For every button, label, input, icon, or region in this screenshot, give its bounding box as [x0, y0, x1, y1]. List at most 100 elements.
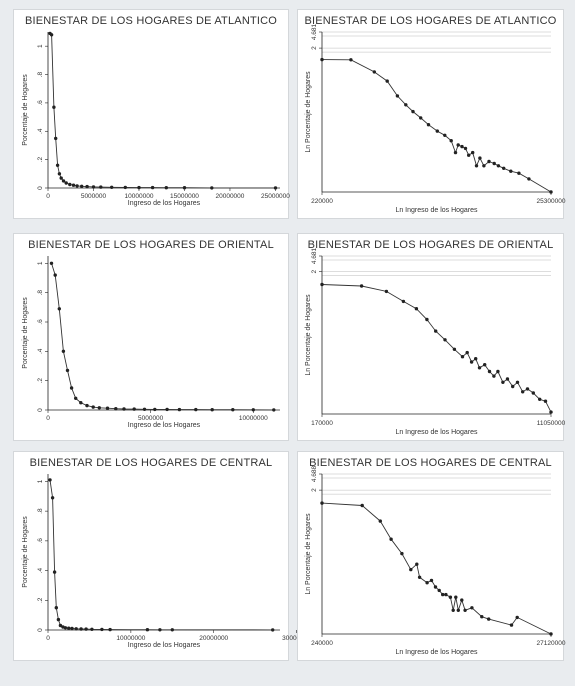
chart-title: BIENESTAR DE LOS HOGARES DE ATLANTICO	[25, 15, 277, 27]
chart-svg: BIENESTAR DE LOS HOGARES DE ORIENTAL 2 4.6…	[305, 239, 566, 436]
data-point	[137, 185, 141, 190]
data-point	[477, 366, 482, 370]
data-point	[359, 284, 364, 288]
data-point	[68, 182, 72, 187]
data-point	[456, 608, 460, 612]
chart-panel-central-linear: BIENESTAR DE LOS HOGARES DE CENTRAL 0 .2 .4…	[13, 451, 311, 661]
data-point	[55, 163, 60, 167]
y-tick-label: .2	[37, 157, 44, 163]
y-tick-label: 1	[37, 44, 44, 48]
y-tick-label: 2	[311, 488, 318, 492]
data-point	[448, 595, 453, 599]
y-tick-label: 0	[37, 628, 44, 632]
x-tick-label: 240000	[311, 640, 333, 647]
data-point	[451, 608, 455, 612]
data-point	[153, 407, 157, 412]
data-point	[54, 606, 58, 610]
data-point	[437, 588, 441, 593]
x-axis-label: Ln Ingreso de los Hogares	[395, 207, 478, 214]
data-point	[400, 551, 404, 556]
data-point	[158, 628, 162, 632]
data-point	[478, 156, 482, 160]
data-point	[453, 150, 458, 155]
data-point	[515, 380, 520, 384]
y-axis-label: Porcentaje de Hogares	[22, 74, 29, 146]
y-tick-label: .6	[37, 319, 44, 325]
data-point	[61, 179, 66, 183]
x-tick-label: 25300000	[537, 198, 566, 205]
data-point	[150, 185, 155, 190]
x-tick-label: 20000000	[215, 193, 244, 200]
series-line	[321, 59, 552, 193]
data-point	[108, 627, 112, 632]
x-tick-label: 15000000	[170, 193, 199, 200]
data-point	[97, 406, 102, 410]
data-point	[496, 369, 500, 374]
data-point	[52, 105, 56, 109]
data-point	[449, 139, 453, 143]
data-point	[471, 150, 475, 155]
data-point	[99, 185, 103, 189]
x-tick-label: 10000000	[239, 415, 268, 422]
data-point	[105, 406, 110, 410]
y-tick-label: .4	[37, 567, 44, 573]
data-point	[53, 273, 57, 277]
data-point	[79, 627, 83, 631]
data-point	[231, 408, 235, 412]
data-point	[465, 350, 469, 355]
chart-svg: BIENESTAR DE LOS HOGARES DE ATLANTICO 0 .2…	[22, 15, 290, 207]
data-point	[415, 562, 419, 566]
chart-panel-oriental-log: BIENESTAR DE LOS HOGARES DE ORIENTAL 2 4.6…	[297, 233, 566, 441]
data-point	[401, 299, 406, 304]
data-point	[487, 617, 491, 621]
data-point	[515, 615, 519, 620]
x-axis-label: Ingreso de los Hogares	[128, 422, 201, 429]
data-point	[65, 368, 70, 373]
chart-panel-atlantico-log: BIENESTAR DE LOS HOGARES DE ATLANTICO 2 4.…	[297, 9, 566, 219]
data-point	[509, 623, 514, 627]
data-point	[414, 307, 419, 311]
x-axis-label: Ln Ingreso de los Hogares	[395, 429, 478, 436]
data-point	[74, 396, 78, 400]
data-point	[90, 627, 94, 631]
data-point	[389, 537, 393, 541]
data-point	[372, 70, 376, 74]
data-point	[64, 181, 68, 185]
data-point	[525, 387, 530, 391]
data-point	[543, 399, 548, 403]
data-point	[492, 374, 496, 378]
y-tick-label: 2	[311, 46, 318, 50]
x-tick-label: 27120000	[537, 640, 566, 647]
data-point	[426, 123, 431, 127]
data-point	[492, 161, 496, 166]
data-point	[177, 407, 182, 412]
data-point	[91, 185, 96, 189]
data-point	[443, 338, 447, 342]
data-point	[210, 408, 214, 412]
data-point	[496, 164, 501, 168]
data-point	[483, 363, 487, 367]
data-point	[470, 606, 474, 610]
y-tick-label: .6	[37, 538, 44, 544]
data-point	[463, 146, 468, 151]
chart-panel-central-log: BIENESTAR DE LOS HOGARES DE CENTRAL 2 4.68…	[297, 451, 566, 661]
y-axis-label: Porcentaje de Hogares	[22, 297, 29, 369]
data-point	[50, 496, 55, 500]
chart-title: BIENESTAR DE LOS HOGARES DE CENTRAL	[30, 457, 273, 469]
chart-svg: BIENESTAR DE LOS HOGARES DE ATLANTICO 2 4.…	[304, 15, 566, 214]
data-point	[49, 33, 54, 37]
data-point	[452, 347, 457, 351]
data-point	[480, 615, 484, 619]
y-tick-label: 1	[37, 479, 44, 483]
series-line	[49, 33, 276, 189]
data-point	[165, 407, 169, 412]
data-point	[417, 575, 422, 579]
data-point	[378, 519, 382, 523]
y-tick-label: 4.688	[311, 465, 318, 482]
x-axis-label: Ln Ingreso de los Hogares	[395, 649, 478, 656]
chart-title: BIENESTAR DE LOS HOGARES DE ATLANTICO	[304, 15, 556, 27]
data-point	[487, 369, 492, 374]
data-point	[59, 176, 63, 180]
y-tick-label: .2	[37, 378, 44, 384]
y-tick-label: .4	[37, 128, 44, 134]
